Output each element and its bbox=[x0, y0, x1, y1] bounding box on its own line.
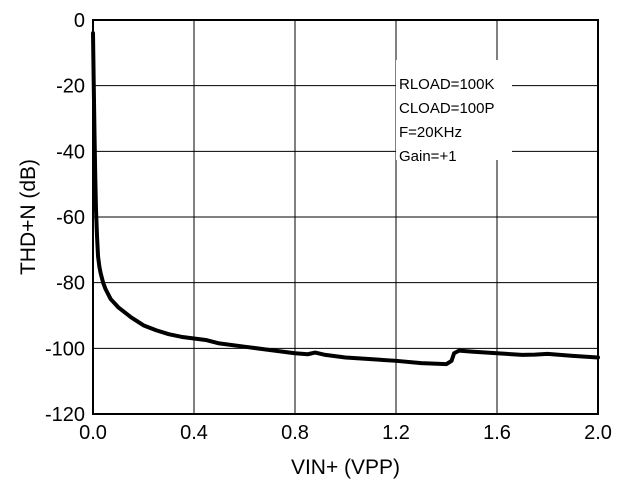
y-tick-label-3: -60 bbox=[56, 207, 85, 229]
x-tick-label-2: 0.8 bbox=[281, 422, 309, 444]
annotation-text-2: F=20KHz bbox=[399, 124, 462, 141]
series-line-0 bbox=[91, 31, 600, 367]
y-tick-label-1: -20 bbox=[56, 76, 85, 98]
annotation-text-0: RLOAD=100K bbox=[399, 76, 494, 93]
y-axis-title: THD+N (dB) bbox=[17, 159, 40, 275]
x-axis-title: VIN+ (VPP) bbox=[291, 456, 400, 479]
annotation-box: RLOAD=100K CLOAD=100P F=20KHz Gain=+1 bbox=[396, 60, 512, 165]
annotation-background bbox=[396, 60, 512, 160]
annotation-text-3: Gain=+1 bbox=[399, 148, 457, 165]
y-tick-label-0: 0 bbox=[74, 10, 85, 32]
x-tick-label-0: 0.0 bbox=[79, 422, 107, 444]
x-tick-label-5: 2.0 bbox=[584, 422, 612, 444]
y-tick-label-6: -120 bbox=[45, 404, 85, 426]
x-tick-label-4: 1.6 bbox=[483, 422, 511, 444]
annotation-text-1: CLOAD=100P bbox=[399, 100, 494, 117]
tick-labels: 0.0 0.4 0.8 1.2 1.6 2.0 0 -20 -40 -60 -80 -100 -120 bbox=[45, 10, 612, 444]
y-tick-label-4: -80 bbox=[56, 273, 85, 295]
y-tick-label-5: -100 bbox=[45, 338, 85, 360]
x-tick-label-1: 0.4 bbox=[180, 422, 208, 444]
x-tick-label-3: 1.2 bbox=[382, 422, 410, 444]
y-tick-label-2: -40 bbox=[56, 141, 85, 163]
plot-frame bbox=[92, 19, 599, 415]
series-layer bbox=[91, 31, 600, 367]
